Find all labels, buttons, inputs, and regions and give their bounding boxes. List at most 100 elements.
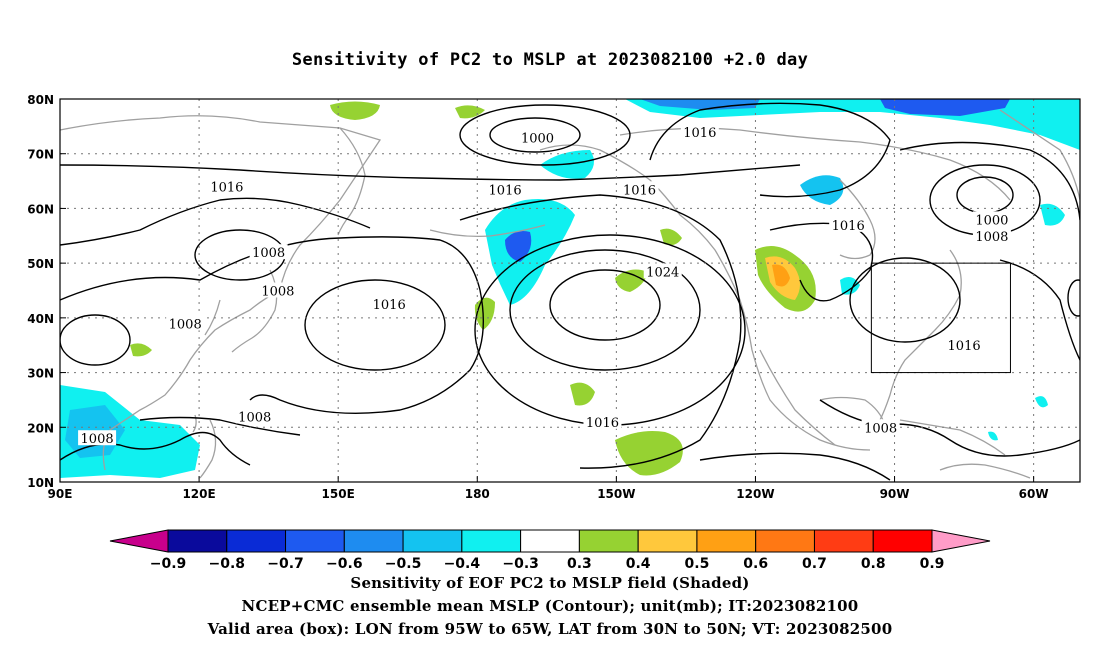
lat-tick-label-2: 30N: [27, 367, 54, 381]
contour-low-1008-bering: [459, 104, 631, 166]
contour-label-13: 1016: [948, 339, 981, 354]
contour-1016-atlantic: [899, 141, 1080, 221]
colorbar-label-11: 0.7: [802, 556, 827, 572]
contour-label-bg-17: [78, 430, 117, 446]
colorbar-swatch-9: [637, 529, 698, 553]
colorbar-label-1: −0.8: [209, 556, 246, 572]
shading-cyan-small-1: [1035, 396, 1048, 408]
axis-labels: 90E 120E 150E 180 150W 120W 90W 60W 10N 20N 30N 40N…: [27, 93, 1048, 501]
lon-tick-label-1: 120E: [182, 487, 215, 501]
lon-tick-label-0: 90E: [48, 487, 73, 501]
contour-label-6: 1000: [975, 213, 1008, 228]
contour-1008-asia-2: [60, 314, 131, 366]
contour-1016-east: [999, 259, 1080, 361]
lon-tick-label-5: 120W: [736, 487, 774, 501]
coast-korea: [204, 299, 221, 336]
contour-label-12: 1008: [169, 317, 202, 332]
contour-1016-arctic: [649, 102, 891, 198]
contour-label-bg-0: [518, 129, 557, 145]
lon-tick-label-4: 150W: [597, 487, 635, 501]
contour-1020-high: [509, 249, 701, 371]
grid-lines: [60, 99, 1080, 482]
contour-label-14: 1016: [586, 416, 619, 431]
contour-label-4: 1016: [623, 183, 656, 198]
contour-label-bg-6: [972, 211, 1011, 227]
contour-label-10: 1016: [373, 298, 406, 313]
colorbar-label-4: −0.5: [385, 556, 422, 572]
colorbar-swatch-4: [343, 529, 404, 553]
contour-label-bg-5: [829, 216, 868, 232]
lon-tick-label-6: 90W: [880, 487, 910, 501]
contour-labels: 1000 1016 1016 1016 1016 1016 1000 1008 1008 1008…: [78, 123, 1011, 447]
contour-label-17: 1008: [81, 432, 114, 447]
colorbar-swatch-8: [578, 529, 639, 553]
contour-label-bg-8: [249, 244, 288, 260]
figure-title: Sensitivity of PC2 to MSLP at 2023082100…: [291, 50, 809, 70]
shading-blue-pacific-arc: [505, 231, 532, 262]
colorbar-swatch-6: [461, 529, 522, 553]
lat-tick-label-6: 70N: [27, 148, 54, 162]
contour-label-bg-7: [972, 227, 1011, 243]
coast-japan: [231, 269, 278, 353]
contour-label-bg-13: [945, 337, 984, 353]
contour-label-bg-3: [486, 181, 525, 197]
contour-1016-eastus: [849, 257, 961, 343]
colorbar-end-high: [931, 529, 991, 553]
axis-ticks: [59, 98, 1035, 483]
contour-label-8: 1008: [252, 246, 285, 261]
valid-area-box: [870, 262, 1011, 374]
shading-cyan-small-2: [988, 431, 998, 441]
contour-low-1000-atlantic: [956, 176, 1014, 214]
shading-green-china: [130, 343, 152, 357]
contour-label-9: 1008: [261, 285, 294, 300]
contour-label-bg-1: [680, 123, 719, 139]
contour-1008-middle: [139, 416, 301, 436]
colorbar-label-6: −0.3: [502, 556, 539, 572]
coast-mexico: [759, 349, 836, 446]
colorbar-end-low: [109, 529, 169, 553]
colorbar-label-8: 0.4: [626, 556, 651, 572]
caption-shaded: Sensitivity of EOF PC2 to MSLP field (Sh…: [350, 574, 750, 592]
colorbar-swatch-12: [813, 529, 874, 553]
colorbar-label-13: 0.9: [920, 556, 945, 572]
lat-tick-label-0: 10N: [27, 476, 54, 490]
contour-label-2: 1016: [210, 181, 243, 196]
coast-gulf: [819, 396, 886, 426]
contour-1016-west: [60, 197, 371, 246]
colorbar: −0.9 −0.8 −0.7 −0.6 −0.5 −0.4 −0.3 0.3 0.4 0.5 0.6…: [109, 529, 991, 572]
shading-green-high: [615, 269, 648, 292]
colorbar-label-9: 0.5: [685, 556, 710, 572]
colorbar-label-0: −0.9: [150, 556, 187, 572]
coast-hudson: [839, 179, 876, 260]
colorbar-swatch-5: [402, 529, 463, 553]
lon-tick-label-2: 150E: [322, 487, 355, 501]
coast-south-america: [939, 463, 1031, 479]
lat-tick-label-5: 60N: [27, 202, 54, 216]
coast-taiwan: [192, 414, 197, 433]
shading-blue-arctic-2: [640, 99, 760, 110]
colorbar-swatch-11: [755, 529, 815, 553]
map-frame: [59, 98, 1081, 483]
contour-label-bg-12: [166, 315, 205, 331]
shading-blue-arctic: [880, 99, 1010, 116]
coast-caribbean: [899, 419, 1006, 456]
contour-label-bg-16: [235, 408, 274, 424]
colorbar-label-5: −0.4: [444, 556, 481, 572]
colorbar-swatch-1: [167, 529, 228, 553]
colorbar-label-3: −0.6: [326, 556, 363, 572]
contour-label-bg-10: [370, 296, 409, 312]
shading-layer: [60, 99, 1080, 478]
contour-1016-northpacific: [304, 279, 446, 371]
contour-label-bg-15: [861, 419, 900, 435]
colorbar-swatch-13: [872, 529, 933, 553]
contour-label-5: 1016: [832, 219, 865, 234]
contour-label-15: 1008: [864, 421, 897, 436]
contour-label-bg-4: [620, 181, 659, 197]
contour-1016-subtrop: [60, 236, 484, 415]
coast-greenland: [999, 109, 1080, 201]
contour-low-1000-bering: [489, 117, 581, 153]
lon-tick-label-3: 180: [465, 487, 490, 501]
contour-label-0: 1000: [521, 131, 554, 146]
coast-aleutians: [429, 224, 546, 238]
colorbar-swatch-2: [226, 529, 287, 553]
